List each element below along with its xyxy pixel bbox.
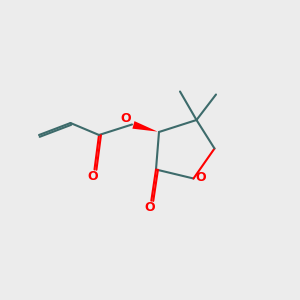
Text: O: O bbox=[145, 201, 155, 214]
Text: O: O bbox=[88, 169, 98, 183]
Polygon shape bbox=[132, 121, 158, 132]
Text: O: O bbox=[196, 171, 206, 184]
Text: O: O bbox=[121, 112, 131, 125]
